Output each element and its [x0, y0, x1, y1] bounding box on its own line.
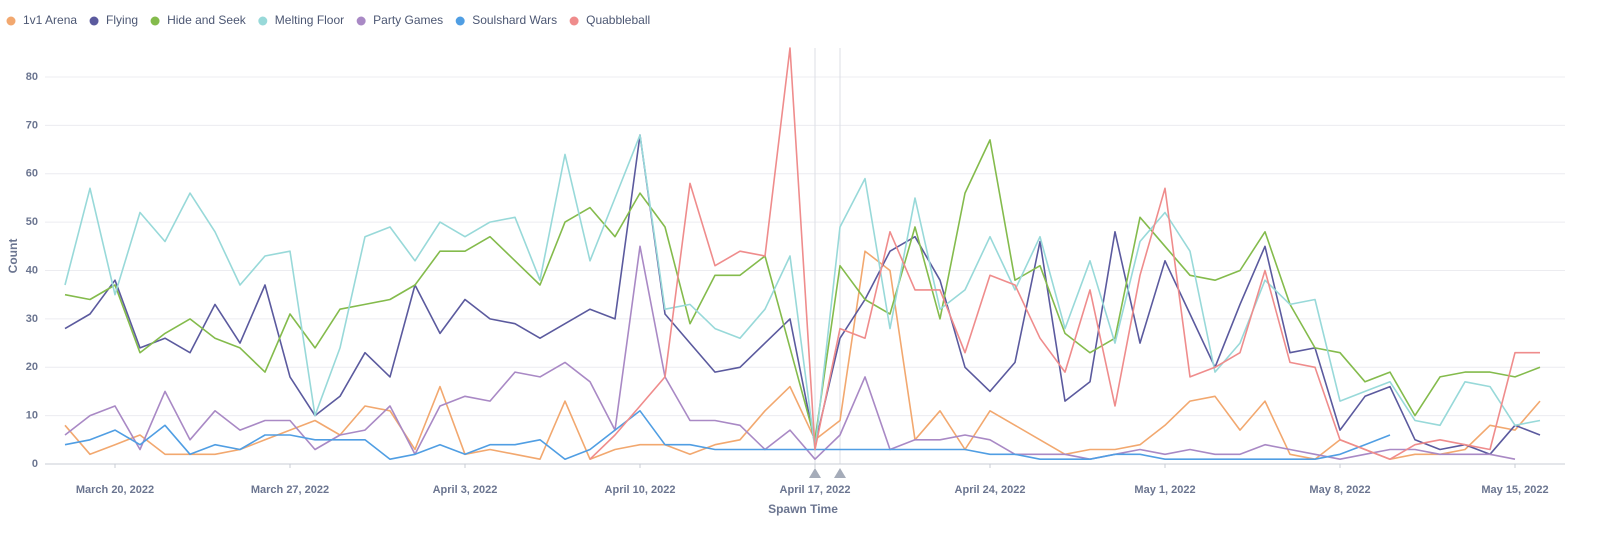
y-tick-label: 60 [26, 168, 38, 180]
legend-label: Flying [106, 13, 138, 27]
y-tick-label: 70 [26, 119, 38, 131]
series-lines [64, 47, 1541, 460]
legend-swatch [6, 16, 16, 26]
legend-swatch [569, 16, 579, 26]
y-tick-label: 10 [26, 410, 38, 422]
legend-label: Soulshard Wars [472, 13, 557, 27]
legend-label: Quabbleball [586, 13, 650, 27]
series-line [64, 250, 1541, 460]
series-line [64, 134, 1541, 456]
legend-swatch [258, 16, 268, 26]
legend-label: Melting Floor [275, 13, 344, 27]
x-tick-label: April 24, 2022 [955, 484, 1026, 496]
y-tick-label: 50 [26, 216, 38, 228]
y-tick-label: 20 [26, 361, 38, 373]
x-tick-label: May 8, 2022 [1309, 484, 1370, 496]
y-tick-label: 80 [26, 71, 38, 83]
y-tick-label: 0 [32, 458, 38, 470]
series-line [64, 134, 1541, 451]
legend-label: Hide and Seek [167, 13, 247, 27]
x-tick-label: March 27, 2022 [251, 484, 329, 496]
series-line [64, 245, 1516, 460]
legend-swatch [89, 16, 99, 26]
series-line [589, 47, 1540, 460]
legend-label: Party Games [373, 13, 443, 27]
legend-swatch [455, 16, 465, 26]
event-marker[interactable] [809, 468, 821, 478]
y-tick-label: 30 [26, 313, 38, 325]
y-axis-title: Count [6, 239, 20, 274]
legend-label: 1v1 Arena [23, 13, 77, 27]
x-tick-label: May 1, 2022 [1134, 484, 1195, 496]
x-tick-label: May 15, 2022 [1481, 484, 1548, 496]
x-tick-label: April 3, 2022 [433, 484, 498, 496]
series-line [64, 410, 1391, 460]
x-axis-title: Spawn Time [768, 502, 838, 516]
x-tick-label: March 20, 2022 [76, 484, 154, 496]
legend-swatch [356, 16, 366, 26]
series-line [64, 139, 1541, 441]
event-marker[interactable] [834, 468, 846, 478]
x-tick-label: April 17, 2022 [780, 484, 851, 496]
y-tick-label: 40 [26, 264, 38, 276]
x-tick-label: April 10, 2022 [605, 484, 676, 496]
legend-swatch [150, 16, 160, 26]
legend: 1v1 Arena Flying Hide and Seek Melting Floo… [6, 13, 650, 27]
